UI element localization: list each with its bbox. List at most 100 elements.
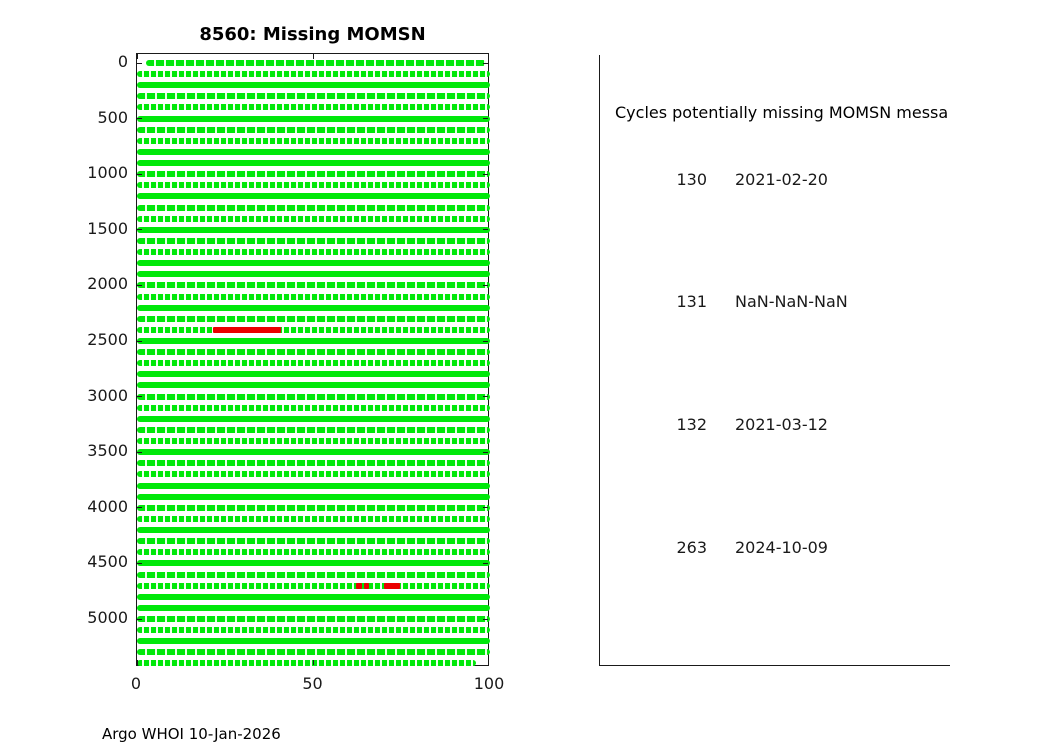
y-tick-mark xyxy=(483,118,488,120)
cycle-number: 132 xyxy=(676,415,707,434)
momsn-row xyxy=(137,527,490,534)
y-tick-label: 500 xyxy=(97,107,128,127)
missing-momsn-segment xyxy=(355,582,362,589)
cycle-date: NaN-NaN-NaN xyxy=(735,292,848,311)
x-tick-label: 0 xyxy=(130,674,142,693)
y-tick-mark xyxy=(483,507,488,509)
cycle-row: 131 NaN-NaN-NaN xyxy=(0,289,1050,315)
y-tick-mark xyxy=(483,562,488,564)
y-tick-label: 3000 xyxy=(87,385,128,405)
cycle-row: 263 2024-10-09 xyxy=(0,535,1050,561)
momsn-row xyxy=(137,627,490,634)
y-tick-mark xyxy=(137,507,142,509)
missing-momsn-segment xyxy=(212,326,282,333)
momsn-row xyxy=(137,493,490,500)
y-tick-label: 1500 xyxy=(87,218,128,238)
momsn-row xyxy=(137,260,490,267)
y-tick-label: 2000 xyxy=(87,274,128,294)
y-tick-mark xyxy=(137,62,142,64)
y-tick-mark xyxy=(137,118,142,120)
y-tick-label: 2500 xyxy=(87,330,128,349)
momsn-row xyxy=(137,438,490,445)
y-tick-mark xyxy=(483,396,488,398)
momsn-row xyxy=(137,560,490,567)
momsn-row xyxy=(137,104,490,111)
momsn-row xyxy=(137,660,476,667)
cycle-row: 132 2021-03-12 xyxy=(0,412,1050,438)
y-tick-mark xyxy=(483,451,488,453)
momsn-row xyxy=(137,415,490,422)
cycle-date: 2024-10-09 xyxy=(735,538,828,557)
missing-cycles-panel xyxy=(599,55,950,666)
y-tick-label: 4500 xyxy=(87,552,128,572)
y-tick-mark xyxy=(483,173,488,175)
y-tick-label: 4000 xyxy=(87,496,128,516)
momsn-row xyxy=(137,515,490,522)
momsn-row xyxy=(137,638,490,645)
y-tick-mark xyxy=(137,618,142,620)
momsn-row xyxy=(137,193,490,200)
momsn-row xyxy=(137,126,490,133)
momsn-row xyxy=(137,93,490,100)
momsn-row xyxy=(137,271,490,278)
y-tick-label: 1000 xyxy=(87,163,128,183)
cycle-number: 130 xyxy=(676,170,707,189)
cycle-number: 263 xyxy=(676,538,707,557)
y-tick-mark xyxy=(137,396,142,398)
momsn-row xyxy=(137,293,490,300)
y-tick-label: 0 xyxy=(117,52,128,71)
momsn-row xyxy=(137,471,490,478)
y-tick-label: 3500 xyxy=(87,441,128,461)
momsn-row xyxy=(137,649,490,656)
momsn-row xyxy=(137,360,490,367)
momsn-row xyxy=(137,393,490,400)
y-tick-mark xyxy=(483,62,488,64)
momsn-row xyxy=(137,404,490,411)
momsn-row xyxy=(137,593,490,600)
momsn-row xyxy=(137,226,490,233)
x-tick-mark xyxy=(313,54,314,59)
x-tick-mark xyxy=(488,660,489,665)
momsn-row xyxy=(137,349,490,356)
momsn-row xyxy=(137,304,490,311)
momsn-row xyxy=(137,482,490,489)
momsn-row xyxy=(137,338,490,344)
momsn-row xyxy=(137,315,490,322)
x-tick-mark xyxy=(488,54,489,59)
missing-cycles-panel-title: Cycles potentially missing MOMSN messa xyxy=(615,103,949,122)
momsn-row xyxy=(137,426,490,433)
y-tick-mark xyxy=(483,229,488,231)
x-tick-label: 50 xyxy=(302,674,323,693)
momsn-row xyxy=(137,249,490,256)
y-tick-mark xyxy=(137,173,142,175)
y-tick-mark xyxy=(137,229,142,231)
momsn-row xyxy=(137,182,490,189)
x-tick-mark xyxy=(137,54,138,59)
momsn-row xyxy=(137,71,490,78)
momsn-row xyxy=(137,237,490,244)
momsn-row xyxy=(137,616,490,622)
momsn-row xyxy=(145,60,487,66)
momsn-row xyxy=(137,215,490,222)
missing-momsn-segment xyxy=(384,582,400,589)
momsn-row xyxy=(137,549,490,556)
momsn-row xyxy=(137,282,490,289)
momsn-row xyxy=(137,504,490,511)
plot-area xyxy=(136,53,490,667)
y-tick-mark xyxy=(483,618,488,620)
y-tick-mark xyxy=(483,284,488,286)
cycle-date: 2021-03-12 xyxy=(735,415,828,434)
momsn-row xyxy=(137,460,490,467)
x-tick-mark xyxy=(313,660,314,665)
momsn-row xyxy=(137,538,490,545)
x-tick-label: 100 xyxy=(473,674,505,693)
momsn-row xyxy=(137,137,490,144)
y-tick-mark xyxy=(137,562,142,564)
momsn-row xyxy=(137,148,490,155)
momsn-row xyxy=(137,160,490,167)
momsn-row xyxy=(137,582,490,589)
missing-momsn-segment xyxy=(363,582,369,589)
y-tick-mark xyxy=(137,340,142,342)
momsn-row xyxy=(137,326,490,333)
